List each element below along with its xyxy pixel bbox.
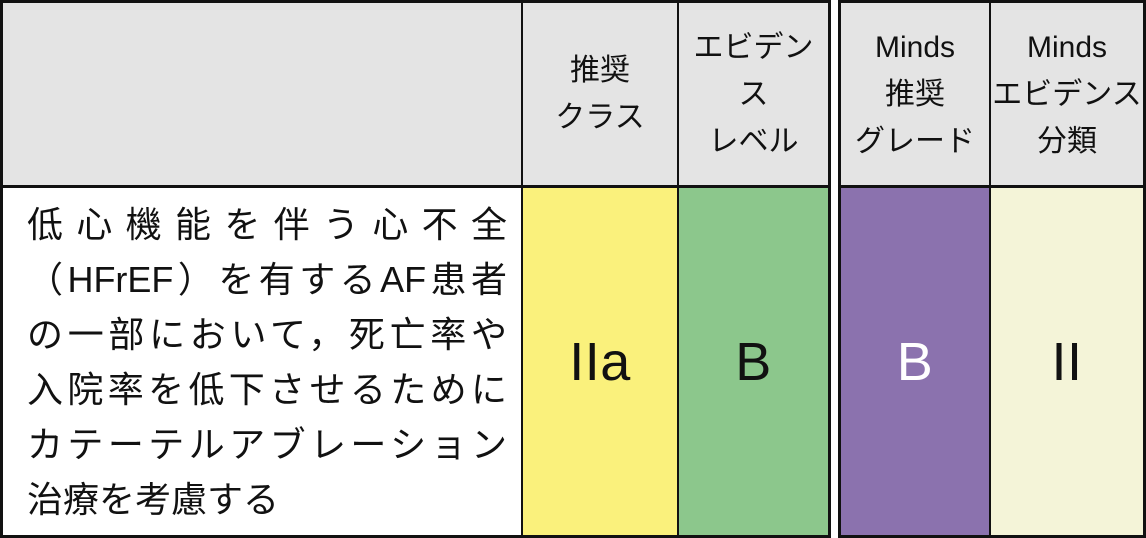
recommendation-class-value: IIa bbox=[521, 188, 677, 535]
evidence-level-value: B bbox=[677, 188, 828, 535]
minds-evidence-value: II bbox=[989, 188, 1143, 535]
minds-grade-value: B bbox=[841, 188, 989, 535]
header-minds-grade: Minds 推奨 グレード bbox=[841, 3, 989, 188]
jcs-recommendation-section: 推奨 クラス エビデンス レベル 低心機能を伴う心不全 （HFrEF）を有するA… bbox=[0, 0, 831, 538]
minds-section: Minds 推奨 グレード Minds エビデンス 分類 B II bbox=[838, 0, 1146, 538]
statement-line: の一部において，死亡率や bbox=[27, 314, 507, 355]
header-recommendation-class: 推奨 クラス bbox=[521, 3, 677, 188]
header-minds-evidence: Minds エビデンス 分類 bbox=[989, 3, 1143, 188]
statement-line: 治療を考慮する bbox=[27, 479, 280, 520]
header-statement-blank bbox=[3, 3, 521, 188]
section-divider-gap bbox=[831, 0, 838, 538]
header-evidence-level: エビデンス レベル bbox=[677, 3, 828, 188]
statement-line: （HFrEF）を有するAF患者 bbox=[27, 259, 507, 300]
statement-line: カテーテルアブレーション bbox=[27, 424, 507, 465]
statement-line: 低心機能を伴う心不全 bbox=[27, 204, 507, 245]
statement-line: 入院率を低下させるために bbox=[27, 369, 507, 410]
statement-cell: 低心機能を伴う心不全 （HFrEF）を有するAF患者 の一部において，死亡率や … bbox=[3, 188, 521, 535]
